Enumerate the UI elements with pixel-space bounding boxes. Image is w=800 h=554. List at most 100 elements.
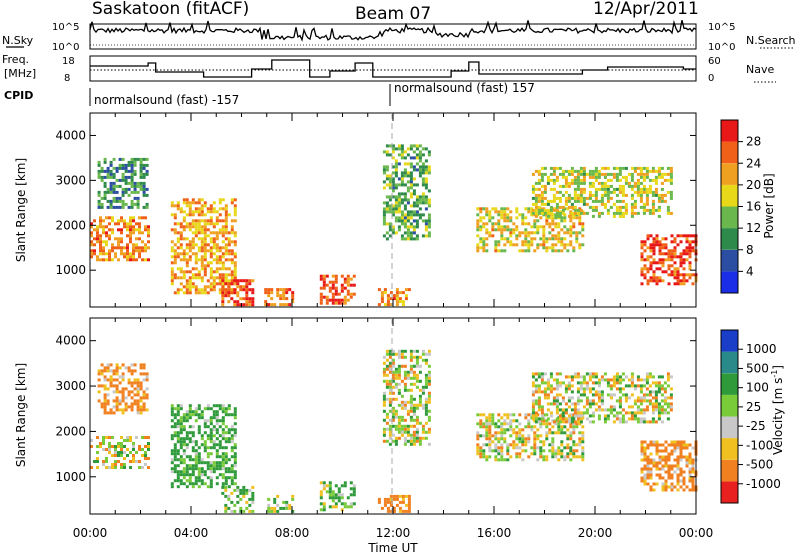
velocity-cell [102, 448, 105, 451]
velocity-cell [640, 449, 644, 453]
velocity-cell [576, 417, 580, 421]
power-cell [579, 187, 583, 191]
velocity-cell [500, 437, 504, 441]
velocity-cell [248, 488, 252, 492]
velocity-cell [103, 393, 107, 397]
velocity-cell [123, 463, 126, 466]
power-cell [109, 172, 113, 176]
velocity-cell [194, 458, 198, 462]
velocity-cell [643, 452, 647, 456]
power-cell [594, 178, 598, 182]
velocity-cell [285, 500, 289, 504]
velocity-cell [569, 452, 573, 456]
velocity-cell [572, 452, 576, 456]
power-cell [549, 178, 553, 182]
velocity-cell [409, 382, 413, 386]
velocity-cell [479, 446, 483, 450]
power-cell [606, 196, 610, 200]
power-cell [206, 234, 210, 238]
power-cell [126, 258, 129, 262]
velocity-cell [424, 412, 428, 416]
velocity-cell [537, 372, 541, 376]
velocity-cell [188, 458, 192, 462]
power-cell [179, 237, 183, 241]
power-cell [540, 202, 544, 206]
power-cell [182, 276, 186, 280]
power-cell [130, 184, 134, 188]
power-cell [482, 243, 486, 247]
power-cell [144, 258, 147, 262]
velocity-cell [585, 387, 589, 391]
velocity-cell [591, 372, 595, 376]
power-cell [96, 234, 99, 238]
power-cell [224, 279, 228, 283]
power-cell [418, 156, 422, 160]
power-cell [212, 207, 216, 211]
power-cell [630, 211, 634, 215]
velocity-cell [545, 413, 549, 417]
velocity-cell [191, 470, 195, 474]
power-cell [221, 261, 225, 265]
velocity-cell [328, 490, 332, 494]
velocity-cell [531, 411, 535, 415]
power-cell [334, 298, 338, 302]
power-cell [182, 216, 186, 220]
power-cell [531, 211, 535, 215]
velocity-cell [527, 437, 531, 441]
power-cell [639, 190, 643, 194]
power-cell [200, 231, 204, 235]
power-cell [124, 175, 128, 179]
velocity-cell [233, 482, 237, 486]
velocity-heatmap [90, 349, 698, 513]
velocity-cell [543, 390, 547, 394]
velocity-cell [630, 405, 634, 409]
velocity-cell [609, 393, 613, 397]
power-cell [142, 172, 146, 176]
power-cell [343, 277, 347, 281]
power-cell [660, 199, 664, 203]
power-cell [288, 288, 292, 292]
power-cell [96, 240, 99, 244]
power-cell [203, 288, 207, 292]
velocity-cell [588, 390, 592, 394]
power-cell [111, 231, 114, 235]
velocity-cell [646, 443, 650, 447]
power-cell [669, 166, 673, 170]
velocity-cell [319, 496, 323, 500]
power-cell [108, 249, 111, 253]
velocity-cell [185, 479, 189, 483]
power-cell [479, 210, 483, 214]
velocity-cell [640, 452, 644, 456]
velocity-cell [337, 493, 341, 497]
power-cell [630, 178, 634, 182]
power-cell [533, 219, 537, 223]
power-cell [534, 208, 538, 212]
velocity-cell [129, 436, 132, 439]
velocity-cell [645, 408, 649, 412]
velocity-cell [591, 414, 595, 418]
power-cell [621, 199, 625, 203]
power-cell [328, 298, 332, 302]
power-cell [182, 252, 186, 256]
power-cell [639, 181, 643, 185]
velocity-cell [111, 454, 114, 457]
power-cell [551, 246, 555, 250]
power-cell [105, 258, 108, 262]
power-cell [682, 261, 686, 265]
power-cell [397, 192, 401, 196]
power-cell [230, 219, 234, 223]
velocity-cell [597, 414, 601, 418]
power-cell [132, 231, 135, 235]
velocity-cell [403, 349, 407, 353]
velocity-cell [218, 455, 222, 459]
velocity-cell [111, 463, 114, 466]
power-cell [618, 214, 622, 218]
power-cell [597, 214, 601, 218]
power-cell [179, 210, 183, 214]
velocity-cell [427, 382, 431, 386]
power-cell [618, 199, 622, 203]
velocity-ytick-label: 2000 [55, 424, 86, 438]
power-cell [264, 288, 268, 292]
power-cell [527, 234, 531, 238]
velocity-cell [615, 417, 619, 421]
